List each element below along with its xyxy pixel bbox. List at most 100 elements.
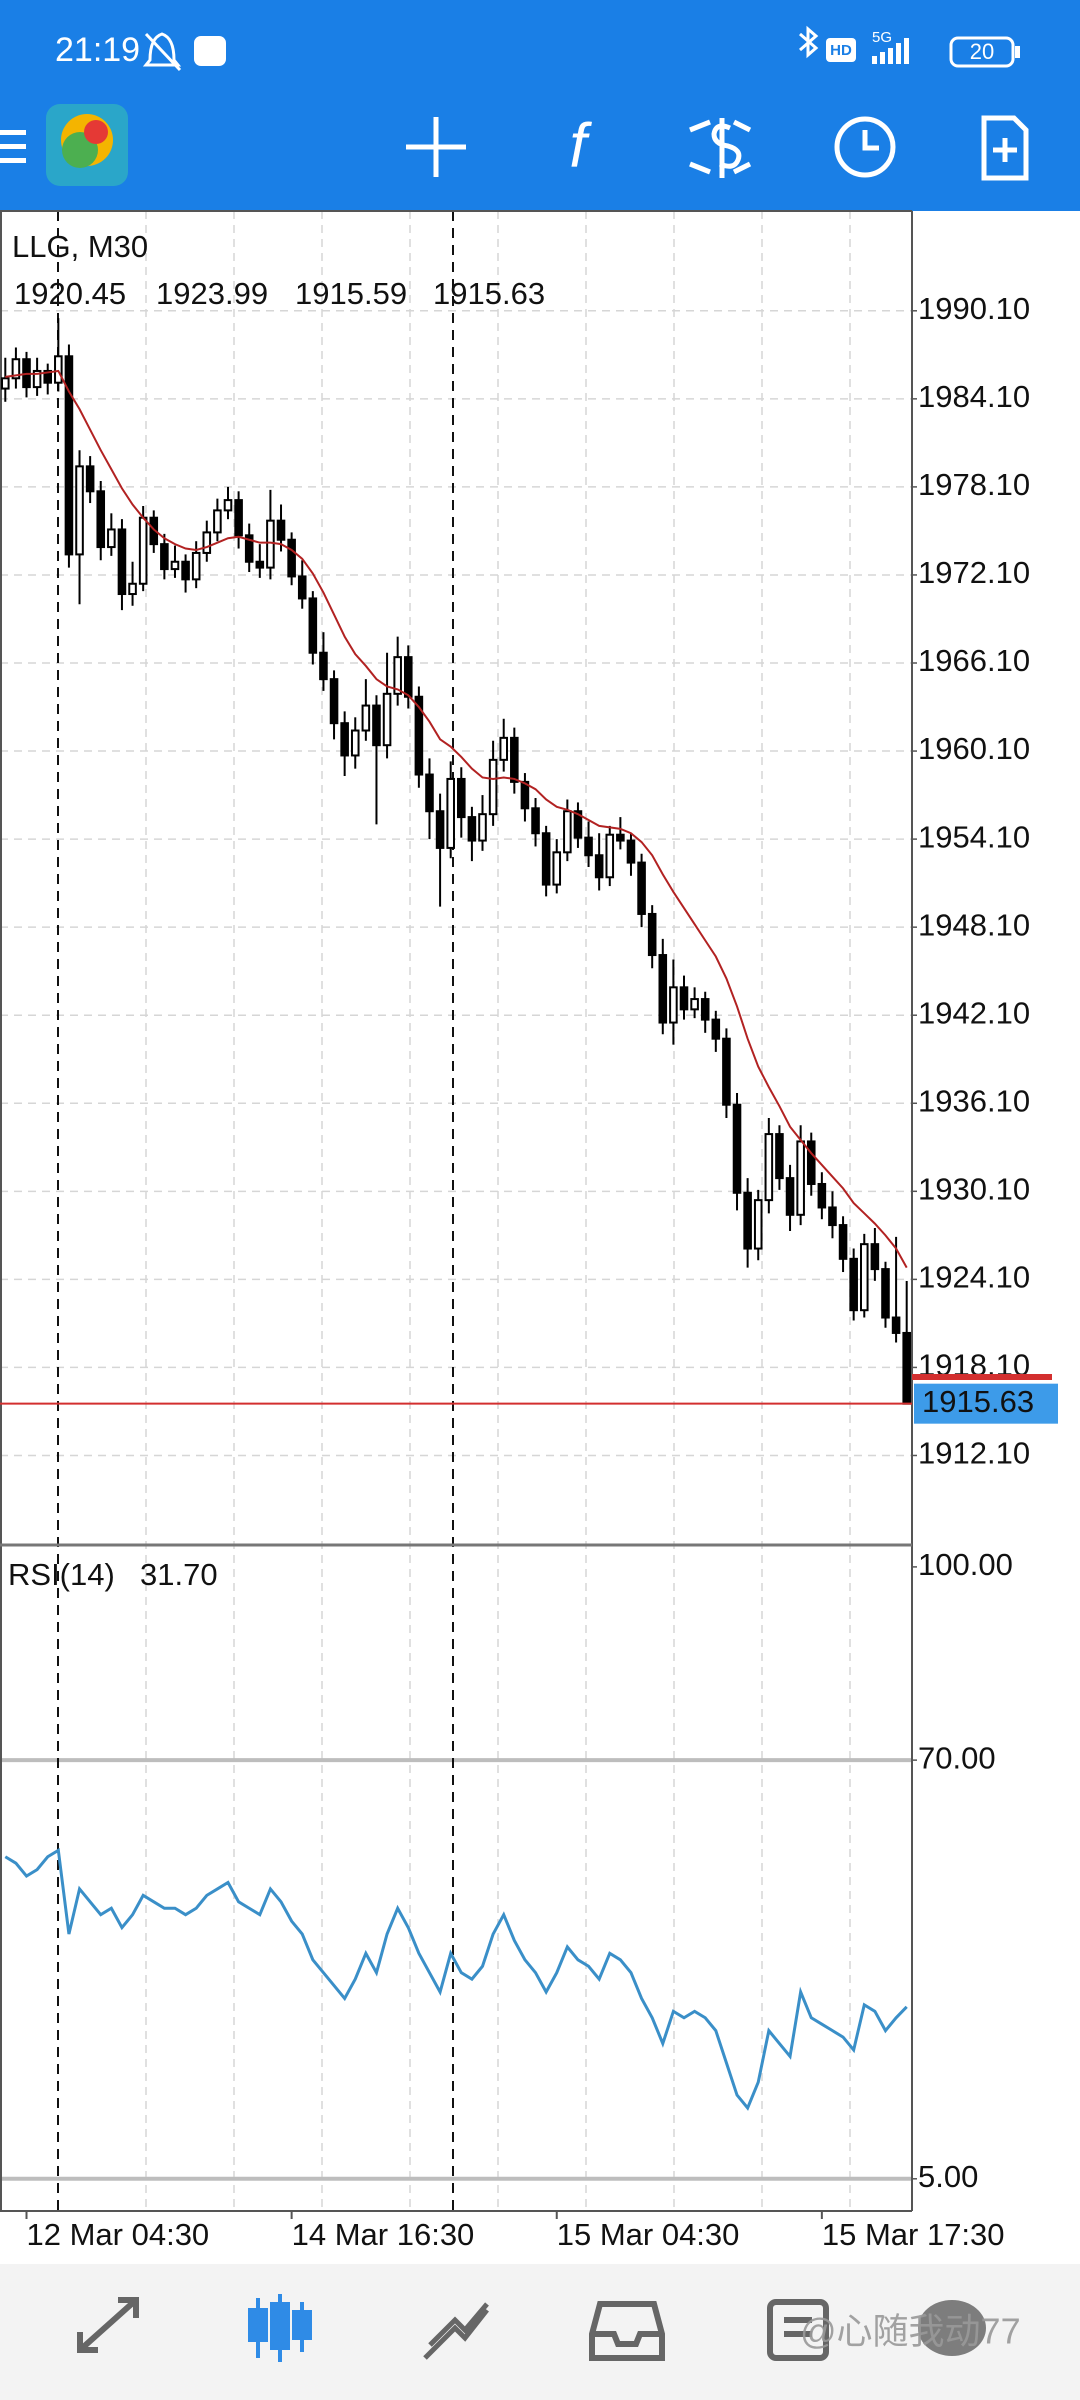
mute-icon	[142, 32, 182, 72]
candle-body	[743, 1191, 752, 1250]
candle-body	[881, 1268, 890, 1319]
candle-body	[308, 597, 318, 654]
candle-body	[499, 736, 509, 761]
menu-button[interactable]	[0, 130, 26, 163]
rsi-current: 31.70	[140, 1557, 218, 1592]
y-tick-label: 1978.10	[918, 467, 1030, 502]
ask-marker	[912, 1374, 1052, 1380]
candle-body	[658, 954, 668, 1024]
candle-body	[573, 810, 583, 839]
candle-body	[563, 810, 572, 854]
candle-body	[75, 465, 84, 556]
nav-quotes[interactable]	[77, 2297, 139, 2353]
network-label: 5G	[872, 29, 892, 46]
y-tick-label: 1972.10	[918, 555, 1030, 590]
app-bar	[0, 0, 1080, 211]
candle-body	[85, 465, 95, 493]
candle-body	[191, 551, 201, 581]
nav-trade[interactable]	[423, 2302, 489, 2360]
candle-body	[775, 1133, 784, 1180]
candle-body	[647, 912, 657, 957]
candle-body	[350, 729, 360, 757]
rsi-title: RSI(14)	[8, 1557, 115, 1592]
bluetooth-icon	[799, 25, 819, 59]
candle-body	[403, 656, 413, 698]
candle-body	[96, 490, 106, 549]
candle-body	[329, 678, 339, 725]
candle-body	[478, 813, 487, 842]
trade-button[interactable]	[689, 118, 752, 178]
candle-body	[552, 851, 562, 886]
moving-average	[5, 369, 908, 1269]
hd-badge	[826, 38, 856, 62]
candle-body	[446, 777, 455, 849]
candle-body	[202, 531, 212, 554]
nav-history[interactable]	[589, 2301, 665, 2361]
nav-chart[interactable]	[248, 2294, 312, 2362]
ohlc-close: 1915.63	[433, 276, 545, 311]
candle-body	[764, 1133, 774, 1202]
candle-body	[859, 1243, 869, 1312]
objects-button[interactable]	[981, 115, 1029, 181]
y-tick-label: 1960.10	[918, 731, 1030, 766]
x-tick-label: 15 Mar 17:30	[822, 2217, 1005, 2252]
candle-body	[637, 861, 646, 915]
bottom-nav	[0, 2264, 1080, 2400]
candle-body	[213, 509, 222, 534]
candle-body	[467, 816, 477, 842]
candle-body	[700, 998, 710, 1021]
candle-body	[393, 656, 402, 695]
app-logo[interactable]	[46, 104, 128, 186]
candle-body	[276, 519, 286, 541]
candle-body	[690, 998, 699, 1011]
candle-body	[806, 1140, 816, 1185]
x-tick-label: 12 Mar 04:30	[27, 2217, 210, 2252]
crosshair-button[interactable]	[406, 117, 466, 177]
battery-tip	[1015, 46, 1020, 58]
y-tick-label: 1936.10	[918, 1083, 1030, 1118]
ohlc-open: 1920.45	[14, 276, 126, 311]
candle-body	[626, 839, 636, 864]
candle-body	[616, 833, 625, 842]
battery-level: 20	[970, 39, 994, 64]
ohlc-high: 1923.99	[156, 276, 268, 311]
candle-body	[488, 758, 498, 816]
candle-body	[541, 832, 551, 886]
candle-body	[297, 575, 307, 600]
signal-icon	[872, 38, 909, 64]
candle-body	[435, 810, 445, 849]
clock: 21:19	[55, 31, 140, 69]
ohlc-low: 1915.59	[295, 276, 407, 311]
candle-body	[287, 538, 296, 578]
candle-body	[372, 704, 381, 747]
candle-body	[457, 777, 466, 819]
candle-body	[902, 1331, 911, 1405]
y-tick-label: 1954.10	[918, 819, 1030, 854]
candle-body	[796, 1140, 805, 1216]
y-tick-label: 1930.10	[918, 1172, 1030, 1207]
nav-chat-icon[interactable]	[918, 2300, 986, 2356]
candle-body	[891, 1316, 901, 1334]
candle-body	[11, 358, 21, 380]
candle-body	[584, 836, 593, 857]
candle-body	[234, 499, 243, 537]
candle-body	[160, 543, 169, 571]
candle-body	[223, 499, 233, 512]
y-tick-label: 1942.10	[918, 995, 1030, 1030]
hd-label: HD	[830, 42, 852, 59]
y-tick-label: 1966.10	[918, 643, 1030, 678]
nav-messages[interactable]	[767, 2299, 829, 2361]
candle-body	[870, 1243, 880, 1271]
watermark: @心随我动77	[800, 2311, 1021, 2352]
candle-body	[531, 807, 540, 835]
candle-body	[605, 833, 615, 879]
candle-body	[732, 1103, 742, 1194]
y-tick-label: 1984.10	[918, 379, 1030, 414]
y-tick-label: 5.00	[918, 2159, 978, 2194]
timeframe-button[interactable]	[834, 116, 896, 178]
candle-body	[414, 695, 424, 776]
candle-body	[255, 560, 265, 569]
y-tick-label: 1924.10	[918, 1260, 1030, 1295]
app-notify-icon	[194, 36, 226, 66]
candle-body	[817, 1182, 827, 1209]
